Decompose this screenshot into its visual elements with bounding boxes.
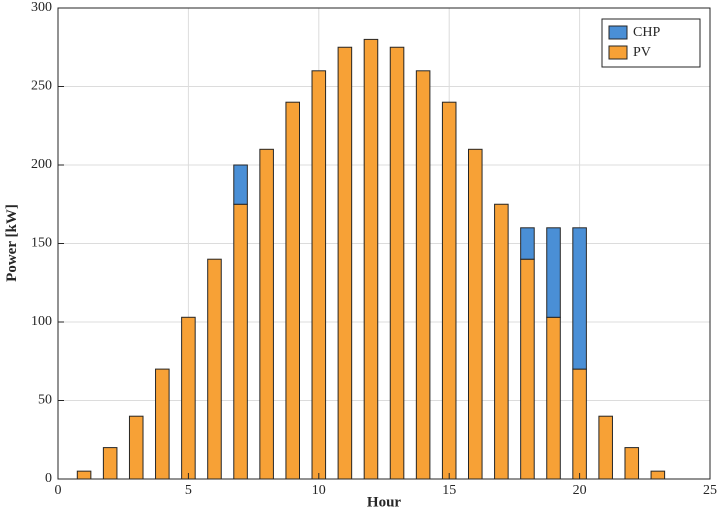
y-tick-label: 200: [31, 157, 52, 172]
bar-pv-hour-10: [311, 70, 327, 480]
bar-pv-hour-17: [494, 203, 509, 480]
y-tick-label: 50: [38, 393, 52, 408]
y-tick-label: 250: [31, 79, 52, 94]
bar-pv-hour-13: [389, 46, 405, 480]
bar-pv-hour-21: [598, 415, 613, 480]
y-tick-label: 100: [31, 314, 52, 329]
legend-label-chp: CHP: [633, 25, 660, 40]
bar-pv-hour-6: [207, 258, 222, 480]
bar-pv-hour-5: [181, 316, 196, 480]
y-axis-ticks: 0 50 100 150 200 250 300: [31, 0, 64, 486]
y-axis-title: Power [kW]: [4, 204, 20, 282]
x-axis-title: Hour: [367, 495, 402, 511]
bar-pv-hour-18: [520, 258, 535, 480]
y-tick-label: 300: [31, 0, 52, 15]
y-tick-label: 0: [45, 471, 52, 486]
bar-pv-hour-2: [102, 447, 118, 480]
bar-pv-hour-22: [624, 447, 640, 480]
legend-swatch-pv: [608, 45, 628, 60]
x-tick-label: 0: [55, 483, 62, 498]
x-tick-label: 20: [573, 483, 587, 498]
bar-pv-hour-12: [363, 38, 379, 480]
bar-pv-hour-20: [572, 368, 587, 480]
x-tick-label: 25: [703, 483, 717, 498]
bar-chp-hour-19: [546, 227, 561, 318]
legend-swatch-chp: [608, 25, 628, 40]
bar-chp-hour-20: [572, 227, 587, 370]
bar-pv-hour-16: [467, 148, 483, 480]
x-tick-label: 15: [442, 483, 456, 498]
bar-pv-hour-14: [415, 70, 431, 480]
legend: CHP PV: [601, 18, 701, 68]
x-tick-label: 10: [312, 483, 326, 498]
x-axis-ticks: 0 5 10 15 20 25: [55, 473, 717, 498]
bar-chp-hour-7: [233, 164, 248, 205]
bar-pv-hour-3: [128, 415, 144, 480]
bar-pv-hour-23: [650, 470, 666, 480]
bar-pv-hour-4: [155, 368, 170, 480]
y-tick-label: 150: [31, 236, 52, 251]
bar-pv-hour-1: [76, 470, 92, 480]
bar-pv-hour-15: [441, 101, 457, 480]
bar-pv-hour-7: [233, 203, 248, 480]
bar-pv-hour-9: [285, 101, 301, 480]
bar-pv-hour-8: [259, 148, 274, 480]
legend-label-pv: PV: [633, 45, 651, 60]
x-tick-label: 5: [185, 483, 192, 498]
bar-pv-hour-19: [546, 316, 561, 480]
bar-pv-hour-11: [337, 46, 353, 480]
bar-chp-hour-18: [520, 227, 535, 260]
bar-group: [76, 38, 666, 480]
